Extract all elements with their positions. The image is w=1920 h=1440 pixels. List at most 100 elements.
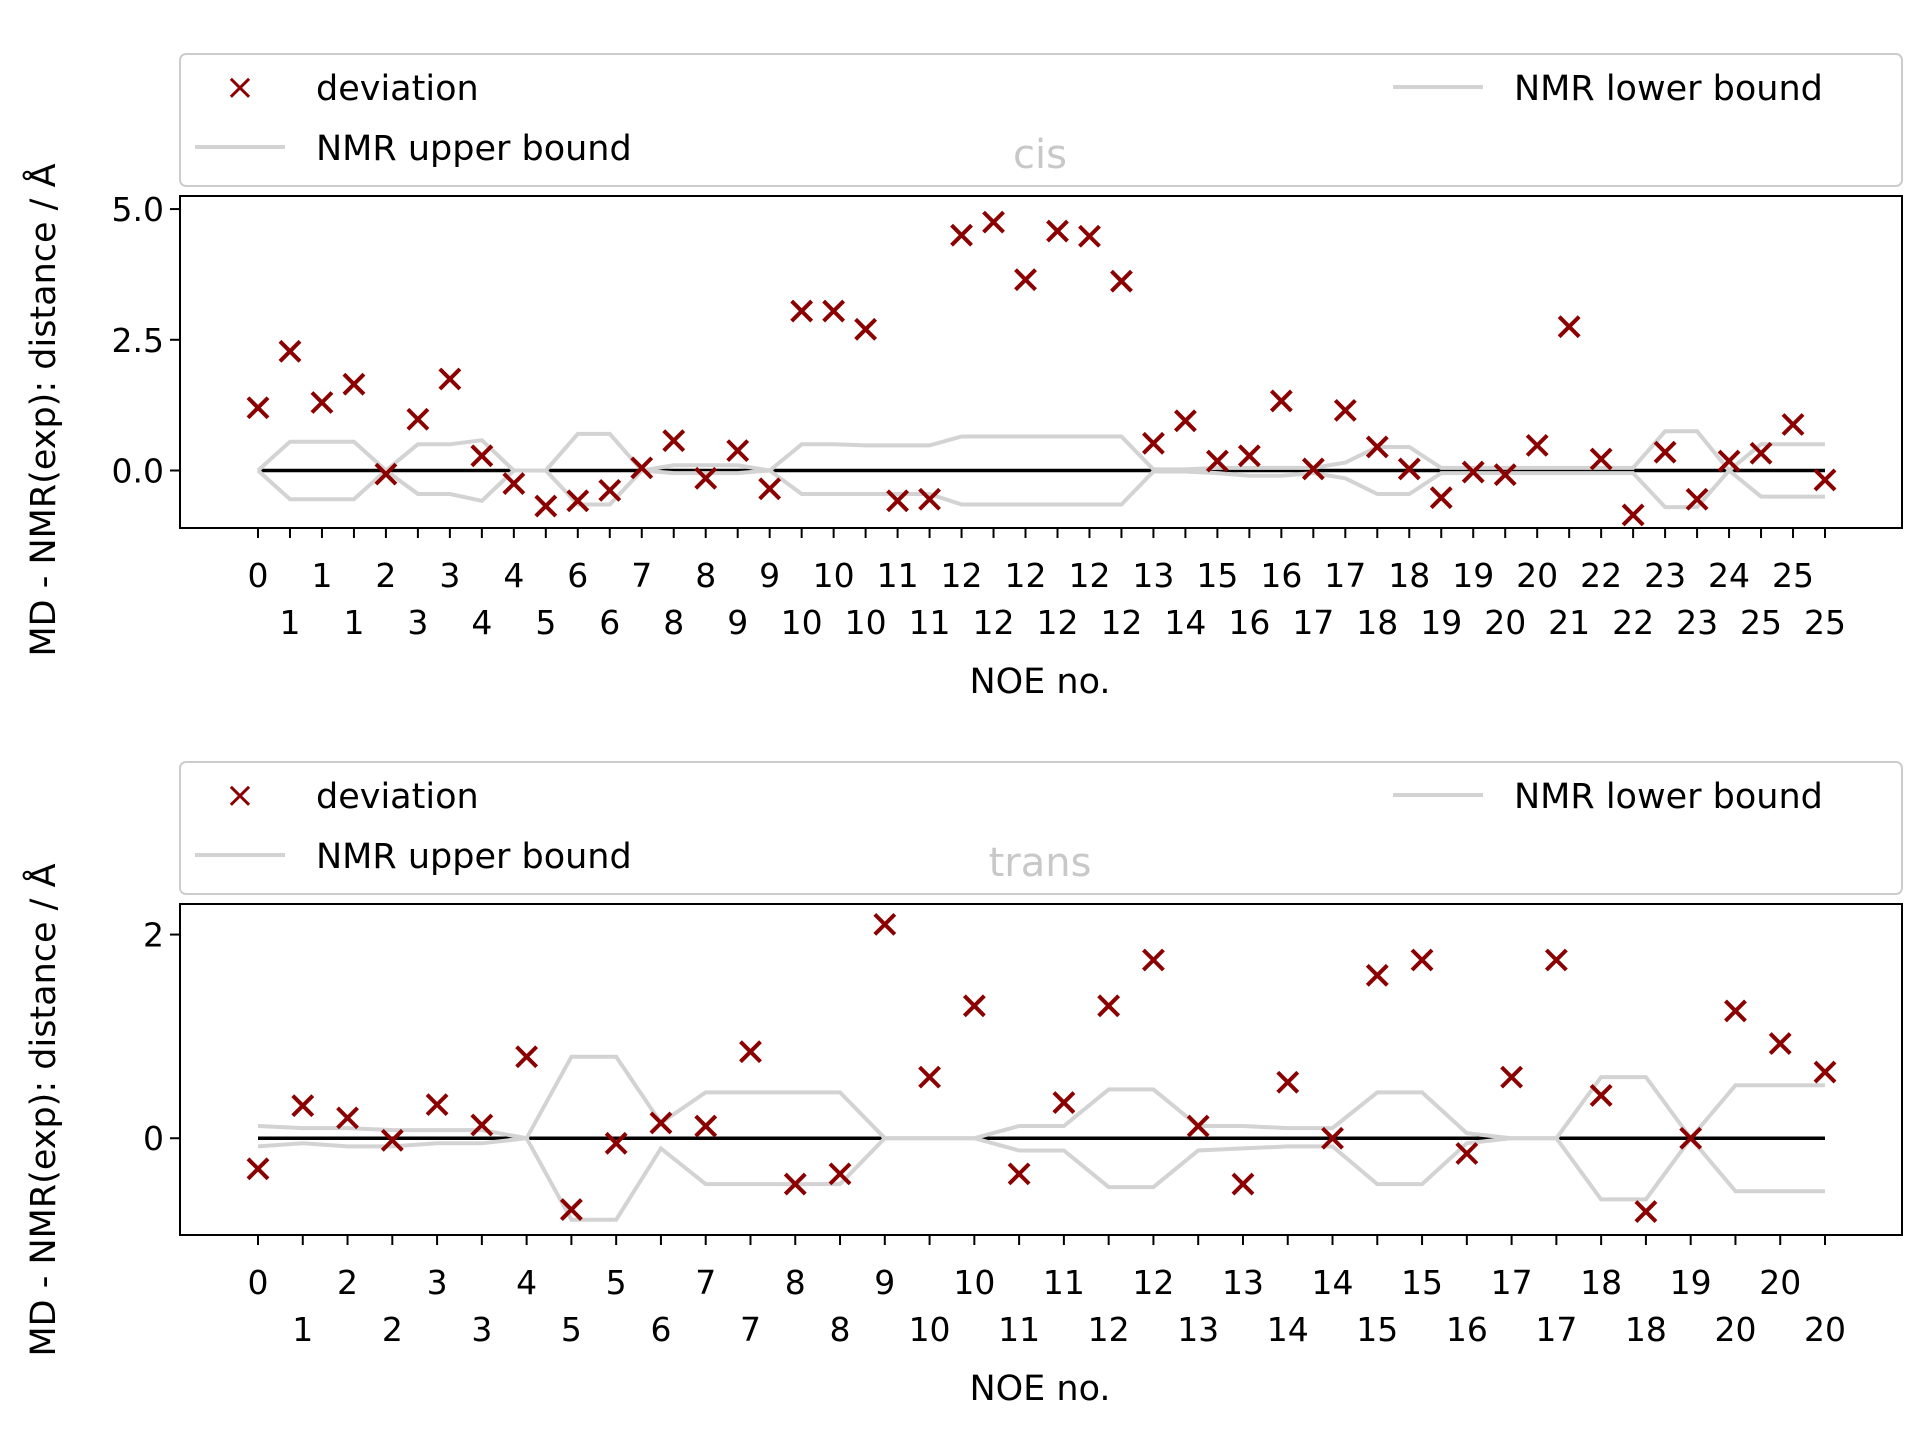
trans-xtick-label: 20	[1714, 1310, 1756, 1349]
cis-axes-frame	[179, 195, 1903, 529]
cis-xtick-label: 23	[1676, 603, 1718, 642]
cis-deviation-point	[630, 456, 654, 480]
cis-xtick-label: 4	[503, 556, 524, 595]
trans-deviation-point	[380, 1128, 404, 1152]
cis-xtick-label: 19	[1452, 556, 1494, 595]
trans-deviation-point	[694, 1114, 718, 1138]
trans-deviation-point	[1052, 1091, 1076, 1115]
cis-ytick-label: 2.5	[112, 321, 164, 360]
cis-xtick-label: 4	[471, 603, 492, 642]
cis-xtick-label: 18	[1356, 603, 1398, 642]
trans-legend-lower: NMR lower bound	[1514, 777, 1823, 817]
cis-lower-bound-line	[256, 467, 1825, 510]
cis-deviation-point	[1078, 224, 1101, 248]
cis-xtick-label: 25	[1740, 603, 1782, 642]
trans-deviation-point	[783, 1172, 807, 1196]
trans-xtick-label: 20	[1804, 1310, 1846, 1349]
trans-lower-bound-line	[257, 1134, 1825, 1222]
cis-deviation-point	[822, 299, 846, 323]
trans-xtick-label: 14	[1312, 1263, 1354, 1302]
cis-deviation-point	[854, 317, 878, 341]
cis-deviation-point	[1173, 409, 1197, 433]
cis-plot-area: 0.02.55.00111233445667889910101011111212…	[112, 190, 1903, 642]
trans-xtick-label: 13	[1222, 1263, 1264, 1302]
cis-legend-lower: NMR lower bound	[1514, 69, 1823, 109]
trans-deviation-point	[559, 1198, 583, 1221]
cis-deviation-point	[758, 477, 782, 501]
cis-deviation-point	[1621, 503, 1645, 527]
cis-xtick-label: 10	[781, 603, 823, 642]
cis-deviation-point	[1365, 435, 1389, 459]
trans-xtick-label: 3	[427, 1263, 448, 1302]
cis-xtick-label: 9	[759, 556, 780, 595]
trans-deviation-point	[291, 1094, 315, 1118]
cis-xtick-label: 24	[1708, 556, 1750, 595]
cis-deviation-point	[1046, 219, 1069, 243]
trans-deviation-point	[1544, 948, 1568, 972]
cis-deviation-point	[886, 489, 910, 513]
trans-upper-bound-line	[257, 1054, 1825, 1142]
cis-deviation-point	[566, 489, 590, 513]
cis-deviation-point	[726, 439, 750, 463]
cis-xtick-label: 11	[877, 556, 919, 595]
trans-xtick-label: 4	[516, 1263, 537, 1302]
cis-xtick-label: 1	[343, 603, 364, 642]
trans-deviation-point	[1276, 1070, 1300, 1094]
trans-ytick-label: 2	[143, 916, 164, 955]
trans-deviation-point	[1455, 1142, 1479, 1165]
cis-ytick-label: 5.0	[112, 190, 164, 229]
cis-xlabel: NOE no.	[969, 662, 1110, 702]
trans-xtick-label: 12	[1088, 1310, 1130, 1349]
cis-deviation-point	[1205, 449, 1229, 473]
trans-legend-deviation: deviation	[316, 777, 479, 817]
cis-xtick-label: 16	[1260, 556, 1302, 595]
trans-xtick-label: 1	[292, 1310, 313, 1349]
cis-title: cis	[1013, 132, 1067, 178]
trans-xtick-label: 3	[471, 1310, 492, 1349]
trans-legend: × deviation NMR upper bound NMR lower bo…	[179, 761, 1903, 895]
cis-xtick-label: 23	[1644, 556, 1686, 595]
trans-deviation-point	[962, 994, 986, 1018]
trans-xtick-label: 10	[953, 1263, 995, 1302]
trans-legend-upper: NMR upper bound	[316, 837, 632, 877]
cis-xtick-label: 8	[663, 603, 684, 642]
cis-xtick-label: 2	[375, 556, 396, 595]
cis-deviation-point	[1493, 463, 1517, 487]
cis-deviation-point	[1237, 444, 1261, 468]
cis-xtick-label: 18	[1388, 556, 1430, 595]
cis-deviation-point	[790, 299, 814, 323]
trans-xtick-label: 10	[909, 1310, 951, 1349]
cis-deviation-point	[1813, 468, 1837, 492]
trans-deviation-point	[649, 1111, 673, 1135]
cis-xtick-label: 17	[1324, 556, 1366, 595]
trans-xtick-label: 17	[1491, 1263, 1533, 1302]
trans-xtick-label: 12	[1132, 1263, 1174, 1302]
trans-deviation-point	[425, 1093, 449, 1117]
trans-deviation-point	[470, 1113, 494, 1137]
trans-deviation-point	[1142, 948, 1165, 972]
trans-deviation-point	[604, 1131, 628, 1155]
trans-deviation-point	[336, 1106, 359, 1130]
cis-xtick-label: 1	[311, 556, 332, 595]
cis-deviation-point	[1781, 413, 1805, 436]
cis-xtick-label: 13	[1132, 556, 1174, 595]
cis-deviation-point	[502, 472, 526, 495]
cis-deviation-point	[1589, 447, 1613, 471]
cis-deviation-point	[534, 494, 558, 518]
cis-xtick-label: 12	[1005, 556, 1047, 595]
trans-xtick-label: 5	[561, 1310, 582, 1349]
cis-deviation-point	[918, 487, 941, 511]
panel-cis: × deviation NMR upper bound NMR lower bo…	[21, 53, 1903, 702]
cis-xtick-label: 12	[1068, 556, 1110, 595]
cis-xtick-label: 1	[279, 603, 300, 642]
trans-deviation-point	[246, 1157, 270, 1181]
trans-xtick-label: 20	[1759, 1263, 1801, 1302]
trans-title: trans	[989, 840, 1092, 886]
cis-deviation-point	[1717, 449, 1741, 473]
trans-xtick-label: 15	[1401, 1263, 1443, 1302]
trans-ytick-label: 0	[143, 1119, 164, 1158]
cis-legend-upper: NMR upper bound	[316, 129, 632, 169]
trans-deviation-point	[1724, 999, 1747, 1023]
cis-xtick-label: 8	[695, 556, 716, 595]
cis-ytick-label: 0.0	[112, 451, 164, 490]
